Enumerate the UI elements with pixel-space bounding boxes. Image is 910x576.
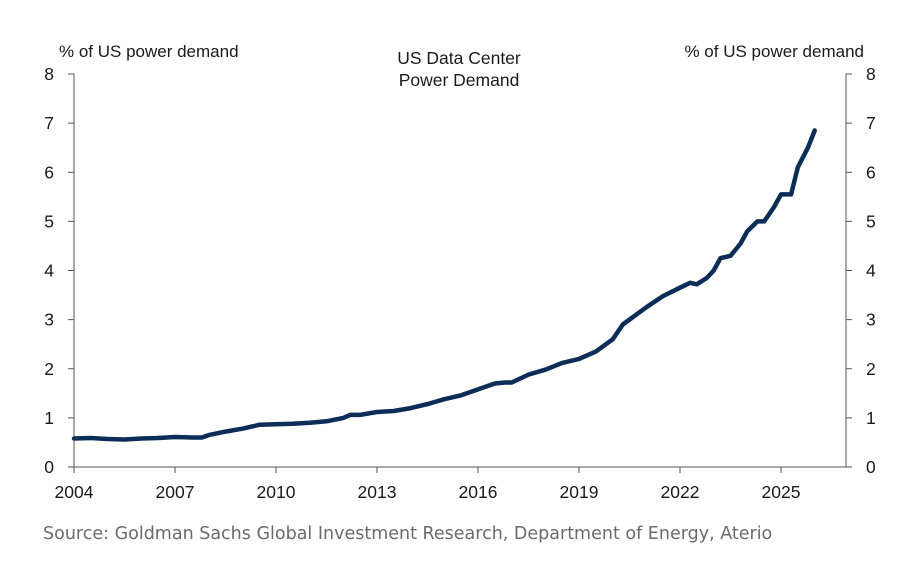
right-y-tick-label: 7: [866, 113, 876, 133]
left-y-tick-label: 5: [44, 211, 54, 231]
right-y-tick-label: 3: [866, 310, 876, 330]
right-y-tick-label: 1: [866, 408, 876, 428]
right-y-tick-label: 4: [866, 261, 876, 281]
left-axis-label: % of US power demand: [59, 42, 239, 61]
right-y-tick-label: 8: [866, 64, 876, 84]
x-ticks: 2004 2007 2010 2013 2016 2019 2022 2025: [55, 467, 801, 502]
x-tick-label: 2016: [459, 482, 498, 502]
x-tick-label: 2004: [55, 482, 94, 502]
x-tick-label: 2025: [762, 482, 801, 502]
right-y-tick-label: 6: [866, 162, 876, 182]
source-note: Source: Goldman Sachs Global Investment …: [43, 524, 773, 544]
left-y-tick-label: 0: [44, 457, 54, 477]
left-y-tick-label: 6: [44, 162, 54, 182]
chart-title-line-1: US Data Center: [397, 48, 521, 68]
left-y-ticks: 0 1 2 3 4 5 6 7 8: [44, 64, 74, 477]
right-y-tick-label: 0: [866, 457, 876, 477]
x-tick-label: 2007: [156, 482, 195, 502]
chart-title-line-2: Power Demand: [399, 70, 520, 90]
left-y-tick-label: 8: [44, 64, 54, 84]
chart: % of US power demand % of US power deman…: [44, 42, 876, 502]
left-y-tick-label: 7: [44, 113, 54, 133]
right-y-tick-label: 5: [866, 211, 876, 231]
series-line: [71, 128, 817, 442]
left-y-tick-label: 3: [44, 310, 54, 330]
x-tick-label: 2019: [560, 482, 599, 502]
right-y-tick-label: 2: [866, 359, 876, 379]
x-tick-label: 2022: [661, 482, 700, 502]
left-y-tick-label: 4: [44, 261, 54, 281]
left-y-tick-label: 2: [44, 359, 54, 379]
x-tick-label: 2013: [358, 482, 397, 502]
left-y-tick-label: 1: [44, 408, 54, 428]
right-axis-label: % of US power demand: [684, 42, 864, 61]
right-y-ticks: 0 1 2 3 4 5 6 7 8: [846, 64, 876, 477]
x-tick-label: 2010: [257, 482, 296, 502]
